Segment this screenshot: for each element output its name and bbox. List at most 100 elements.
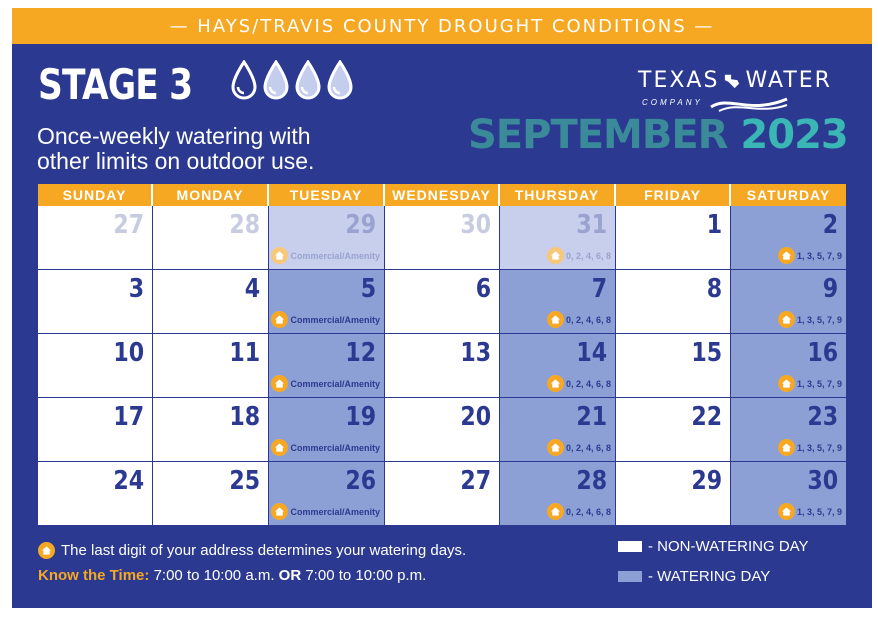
- watering-tag-label: 1, 3, 5, 7, 9: [796, 378, 842, 389]
- calendar-day: 28: [153, 206, 269, 270]
- house-icon: [777, 439, 795, 456]
- calendar-day: 18: [153, 398, 269, 462]
- house-icon: [546, 503, 564, 520]
- house-icon: [271, 503, 289, 520]
- address-note-text: The last digit of your address determine…: [61, 542, 467, 559]
- house-icon: [546, 375, 564, 392]
- calendar-day: 30 1, 3, 5, 7, 9: [731, 462, 846, 526]
- weekday-tuesday: TUESDAY: [269, 184, 385, 206]
- house-icon: [271, 247, 289, 264]
- watering-tag: Commercial/Amenity: [271, 311, 380, 328]
- calendar-day: 29 Commercial/Amenity: [269, 206, 385, 270]
- calendar-day: 25: [153, 462, 269, 526]
- calendar-day: 16 1, 3, 5, 7, 9: [731, 334, 846, 398]
- calendar-day: 12 Commercial/Amenity: [269, 334, 385, 398]
- day-number: 21: [576, 402, 607, 432]
- day-number: 23: [807, 402, 838, 432]
- house-icon: [546, 311, 564, 328]
- calendar-day: 30: [385, 206, 500, 270]
- house-icon: [777, 247, 795, 264]
- watering-tag: Commercial/Amenity: [271, 247, 380, 264]
- subtitle-line-1: Once-weekly watering with: [37, 123, 311, 149]
- day-number: 19: [345, 402, 376, 432]
- water-drops: [230, 60, 354, 100]
- day-number: 11: [229, 338, 260, 368]
- weekday-monday: MONDAY: [153, 184, 269, 206]
- subtitle-line-2: other limits on outdoor use.: [37, 148, 315, 174]
- watering-tag-label: 1, 3, 5, 7, 9: [796, 506, 842, 517]
- legend-watering-label: - WATERING DAY: [648, 568, 771, 585]
- day-number: 8: [706, 274, 722, 304]
- day-number: 26: [345, 466, 376, 496]
- house-icon: [271, 311, 289, 328]
- water-drop-icon: [295, 60, 321, 100]
- calendar-day: 27: [385, 462, 500, 526]
- weekday-friday: FRIDAY: [616, 184, 731, 206]
- watering-tag: 1, 3, 5, 7, 9: [777, 375, 842, 392]
- legend-swatch-blue: [618, 571, 642, 582]
- day-number: 9: [822, 274, 838, 304]
- day-number: 1: [706, 210, 722, 240]
- subtitle: Once-weekly watering with other limits o…: [37, 124, 367, 174]
- house-icon: [546, 247, 564, 264]
- wave-icon: [710, 97, 788, 112]
- know-the-time-label: Know the Time:: [38, 567, 150, 584]
- watering-tag-label: 0, 2, 4, 6, 8: [565, 442, 611, 453]
- drought-card: — HAYS/TRAVIS COUNTY DROUGHT CONDITIONS …: [12, 8, 872, 608]
- calendar-day: 2 1, 3, 5, 7, 9: [731, 206, 846, 270]
- watering-tag-label: 1, 3, 5, 7, 9: [796, 442, 842, 453]
- day-number: 25: [229, 466, 260, 496]
- calendar-day: 9 1, 3, 5, 7, 9: [731, 270, 846, 334]
- logo-text-left: TEXAS: [638, 68, 720, 93]
- calendar-day: 1: [616, 206, 731, 270]
- watering-tag: Commercial/Amenity: [271, 375, 380, 392]
- watering-tag-label: 0, 2, 4, 6, 8: [565, 314, 611, 325]
- house-icon: [38, 542, 55, 559]
- calendar: SUNDAY MONDAY TUESDAY WEDNESDAY THURSDAY FRID…: [38, 184, 846, 526]
- day-number: 27: [113, 210, 144, 240]
- calendar-day: 17: [38, 398, 153, 462]
- day-number: 28: [576, 466, 607, 496]
- calendar-day: 15: [616, 334, 731, 398]
- watering-tag-label: Commercial/Amenity: [290, 378, 380, 389]
- address-note: The last digit of your address determine…: [38, 542, 466, 559]
- day-number: 7: [591, 274, 607, 304]
- texas-star-icon: [725, 74, 740, 88]
- calendar-day: 29: [616, 462, 731, 526]
- day-number: 29: [691, 466, 722, 496]
- day-number: 3: [128, 274, 144, 304]
- year: 2023: [740, 112, 848, 158]
- day-number: 12: [345, 338, 376, 368]
- watering-tag: 1, 3, 5, 7, 9: [777, 439, 842, 456]
- calendar-day: 20: [385, 398, 500, 462]
- weekday-saturday: SATURDAY: [731, 184, 846, 206]
- house-icon: [777, 375, 795, 392]
- day-number: 2: [822, 210, 838, 240]
- watering-tag: 0, 2, 4, 6, 8: [546, 439, 611, 456]
- calendar-day: 6: [385, 270, 500, 334]
- watering-tag: Commercial/Amenity: [271, 503, 380, 520]
- day-number: 16: [807, 338, 838, 368]
- day-number: 20: [460, 402, 491, 432]
- month-name: SEPTEMBER: [468, 112, 728, 158]
- day-number: 10: [113, 338, 144, 368]
- watering-tag: 1, 3, 5, 7, 9: [777, 311, 842, 328]
- banner: — HAYS/TRAVIS COUNTY DROUGHT CONDITIONS …: [12, 8, 872, 44]
- day-number: 17: [113, 402, 144, 432]
- watering-tag-label: 0, 2, 4, 6, 8: [565, 506, 611, 517]
- house-icon: [271, 375, 289, 392]
- legend-swatch-white: [618, 541, 642, 552]
- watering-tag: 1, 3, 5, 7, 9: [777, 503, 842, 520]
- watering-tag-label: Commercial/Amenity: [290, 506, 380, 517]
- calendar-day: 11: [153, 334, 269, 398]
- calendar-day: 24: [38, 462, 153, 526]
- watering-tag-label: 1, 3, 5, 7, 9: [796, 250, 842, 261]
- watering-tag: 0, 2, 4, 6, 8: [546, 311, 611, 328]
- watering-tag: 0, 2, 4, 6, 8: [546, 247, 611, 264]
- calendar-day: 5 Commercial/Amenity: [269, 270, 385, 334]
- legend-non-watering: - NON-WATERING DAY: [618, 538, 809, 555]
- watering-tag-label: 0, 2, 4, 6, 8: [565, 250, 611, 261]
- calendar-day: 28 0, 2, 4, 6, 8: [500, 462, 616, 526]
- day-number: 15: [691, 338, 722, 368]
- weekday-wednesday: WEDNESDAY: [385, 184, 500, 206]
